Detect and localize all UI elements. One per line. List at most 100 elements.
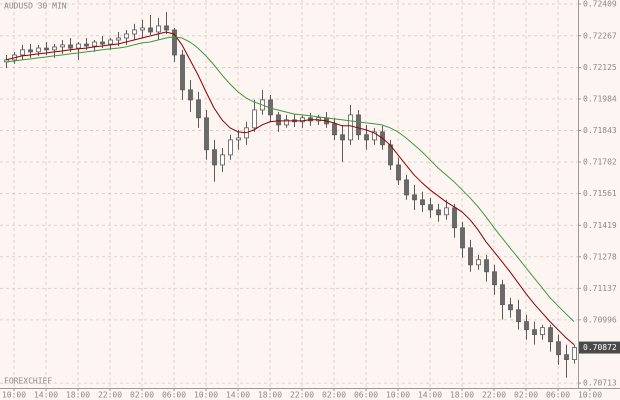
plot <box>4 12 577 378</box>
candle-body <box>492 271 497 286</box>
candle-body <box>36 47 41 53</box>
y-tick-label: 0.72409 <box>583 0 617 9</box>
y-tick-label: 0.71137 <box>583 284 617 293</box>
candle-body <box>188 89 193 101</box>
x-tick-label: 02:00 <box>322 391 346 400</box>
candle-body <box>524 321 529 331</box>
candle-body <box>92 41 97 47</box>
candle-body <box>116 37 121 41</box>
candle-body <box>516 309 521 323</box>
x-tick-label: 14:00 <box>226 391 250 400</box>
candle-body <box>548 327 553 343</box>
candle-body <box>484 259 489 273</box>
x-tick-label: 10:00 <box>2 391 26 400</box>
x-tick-label: 06:00 <box>162 391 186 400</box>
last-price-label: 0.70872 <box>583 343 617 352</box>
candle-body <box>172 29 177 56</box>
candle-body <box>572 347 577 361</box>
x-tick-label: 22:00 <box>290 391 314 400</box>
watermark: FOREXCHIEF <box>4 377 52 386</box>
candle-body <box>468 247 473 266</box>
candle-body <box>540 327 545 335</box>
candle-body <box>452 207 457 229</box>
candle-body <box>428 204 433 211</box>
x-tick-label: 06:00 <box>354 391 378 400</box>
candle-body <box>404 179 409 196</box>
x-tick-label: 14:00 <box>34 391 58 400</box>
x-tick-label: 06:00 <box>546 391 570 400</box>
candle-body <box>60 44 65 48</box>
candle-body <box>396 164 401 181</box>
candle-body <box>412 194 417 201</box>
candle-body <box>372 131 377 141</box>
x-tick-label: 02:00 <box>130 391 154 400</box>
candle-body <box>556 341 561 356</box>
moving-average-line <box>5 36 575 322</box>
candle-body <box>20 49 25 56</box>
candle-body <box>252 109 257 129</box>
candle-body <box>332 123 337 136</box>
grid <box>0 0 578 388</box>
candle-body <box>564 354 569 361</box>
candle-body <box>356 114 361 136</box>
candle-body <box>68 44 73 49</box>
candle-body <box>148 27 153 33</box>
x-tick-label: 10:00 <box>578 391 602 400</box>
x-tick-label: 18:00 <box>450 391 474 400</box>
candle-body <box>460 227 465 249</box>
candle-body <box>476 259 481 266</box>
candle-body <box>300 117 305 123</box>
x-tick-label: 18:00 <box>258 391 282 400</box>
candle-body <box>364 134 369 141</box>
candle-body <box>76 43 81 49</box>
y-tick-label: 0.72125 <box>583 63 617 72</box>
candle-body <box>196 99 201 119</box>
x-tick-label: 14:00 <box>418 391 442 400</box>
candle-body <box>108 39 113 45</box>
y-tick-label: 0.71984 <box>583 95 617 104</box>
candle-body <box>420 199 425 206</box>
y-tick-label: 0.71843 <box>583 126 617 135</box>
candle-body <box>212 149 217 166</box>
x-tick-label: 10:00 <box>386 391 410 400</box>
y-tick-label: 0.72267 <box>583 31 617 40</box>
candle-body <box>284 119 289 126</box>
candle-body <box>276 114 281 126</box>
candle-body <box>204 117 209 151</box>
candle-body <box>100 41 105 45</box>
candle-body <box>164 25 169 31</box>
x-tick-label: 22:00 <box>98 391 122 400</box>
candle-body <box>52 46 57 51</box>
candle-body <box>44 47 49 51</box>
candle-body <box>28 49 33 53</box>
candle-body <box>132 29 137 35</box>
candle-body <box>340 134 345 141</box>
x-tick-label: 10:00 <box>194 391 218 400</box>
x-tick-label: 18:00 <box>66 391 90 400</box>
candle-body <box>220 154 225 166</box>
moving-average-line <box>5 31 575 345</box>
x-tick-label: 22:00 <box>482 391 506 400</box>
candle-body <box>532 329 537 335</box>
y-tick-label: 0.71419 <box>583 221 617 230</box>
candle-body <box>348 114 353 141</box>
candle-body <box>180 54 185 91</box>
candle-body <box>84 43 89 47</box>
candle-body <box>500 284 505 306</box>
y-tick-label: 0.71278 <box>583 252 617 261</box>
candle-body <box>156 25 161 33</box>
candle-body <box>228 139 233 156</box>
candle-body <box>236 137 241 141</box>
y-tick-label: 0.71561 <box>583 189 617 198</box>
x-tick-label: 02:00 <box>514 391 538 400</box>
chart-title: AUDUSD 30 MIN <box>4 2 67 11</box>
candle-body <box>444 207 449 216</box>
candle-body <box>140 27 145 31</box>
candle-body <box>124 33 129 39</box>
candle-body <box>508 304 513 311</box>
y-tick-label: 0.70713 <box>583 379 617 388</box>
y-tick-label: 0.71702 <box>583 158 617 167</box>
candle-body <box>436 209 441 216</box>
